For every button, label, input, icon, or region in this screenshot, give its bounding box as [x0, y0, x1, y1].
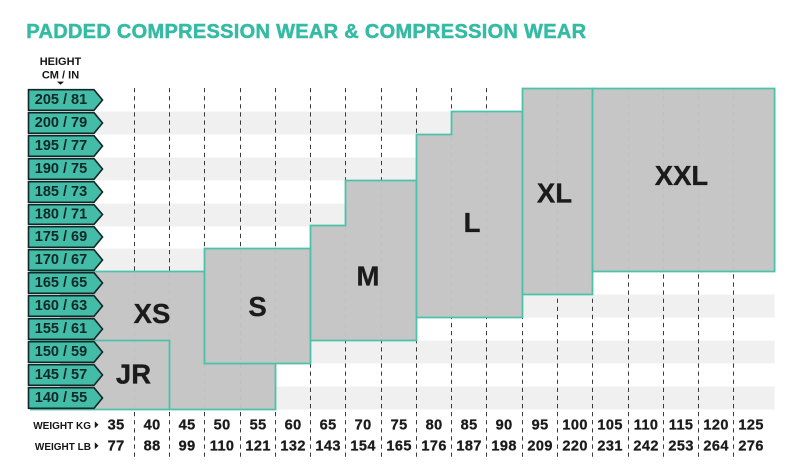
svg-text:M: M [357, 261, 380, 292]
svg-text:209: 209 [527, 439, 552, 455]
svg-text:185 / 73: 185 / 73 [35, 184, 87, 200]
svg-text:160 / 63: 160 / 63 [35, 298, 87, 314]
svg-text:115: 115 [669, 418, 694, 434]
svg-text:60: 60 [285, 418, 302, 434]
svg-text:220: 220 [562, 439, 587, 455]
svg-text:90: 90 [496, 418, 513, 434]
svg-text:154: 154 [350, 439, 375, 455]
svg-text:155 / 61: 155 / 61 [35, 321, 87, 337]
svg-text:XS: XS [134, 298, 171, 329]
svg-text:195 / 77: 195 / 77 [35, 138, 87, 154]
svg-text:276: 276 [738, 439, 763, 455]
svg-text:JR: JR [116, 359, 151, 390]
svg-text:HEIGHT: HEIGHT [40, 56, 82, 68]
svg-text:65: 65 [320, 418, 337, 434]
svg-text:150 / 59: 150 / 59 [35, 344, 87, 360]
svg-text:PADDED COMPRESSION WEAR & COMP: PADDED COMPRESSION WEAR & COMPRESSION WE… [26, 21, 586, 43]
svg-text:140 / 55: 140 / 55 [35, 390, 87, 406]
svg-text:70: 70 [355, 418, 372, 434]
svg-text:132: 132 [280, 439, 305, 455]
svg-text:121: 121 [245, 439, 270, 455]
svg-text:143: 143 [315, 439, 340, 455]
svg-text:198: 198 [491, 439, 516, 455]
svg-text:50: 50 [214, 418, 231, 434]
svg-text:XL: XL [537, 178, 572, 209]
svg-text:WEIGHT LB: WEIGHT LB [35, 442, 91, 453]
svg-text:77: 77 [108, 439, 125, 455]
svg-text:165 / 65: 165 / 65 [35, 275, 87, 291]
svg-text:S: S [248, 291, 266, 322]
svg-text:264: 264 [703, 439, 728, 455]
svg-text:L: L [464, 207, 481, 238]
svg-text:120: 120 [703, 418, 728, 434]
svg-text:253: 253 [668, 439, 693, 455]
svg-text:145 / 57: 145 / 57 [35, 367, 87, 383]
svg-text:170 / 67: 170 / 67 [35, 252, 87, 268]
svg-text:165: 165 [386, 439, 411, 455]
svg-text:WEIGHT KG: WEIGHT KG [33, 421, 91, 432]
svg-text:180 / 71: 180 / 71 [35, 207, 87, 223]
svg-text:80: 80 [426, 418, 443, 434]
svg-text:242: 242 [633, 439, 658, 455]
svg-text:75: 75 [391, 418, 408, 434]
svg-text:205 / 81: 205 / 81 [35, 92, 87, 108]
svg-text:40: 40 [144, 418, 161, 434]
svg-text:CM / IN: CM / IN [42, 70, 79, 82]
svg-text:231: 231 [597, 439, 622, 455]
svg-text:125: 125 [738, 418, 763, 434]
svg-text:55: 55 [250, 418, 267, 434]
svg-text:99: 99 [179, 439, 196, 455]
svg-text:88: 88 [144, 439, 161, 455]
svg-text:200 / 79: 200 / 79 [35, 115, 87, 131]
svg-text:100: 100 [562, 418, 587, 434]
svg-text:176: 176 [421, 439, 446, 455]
svg-text:45: 45 [179, 418, 196, 434]
svg-text:XXL: XXL [655, 160, 708, 191]
svg-text:110: 110 [210, 439, 235, 455]
svg-text:110: 110 [634, 418, 659, 434]
svg-text:35: 35 [108, 418, 125, 434]
svg-text:85: 85 [461, 418, 478, 434]
svg-text:175 / 69: 175 / 69 [35, 229, 87, 245]
svg-text:95: 95 [532, 418, 549, 434]
svg-text:190 / 75: 190 / 75 [35, 161, 87, 177]
svg-text:105: 105 [597, 418, 622, 434]
svg-text:187: 187 [456, 439, 481, 455]
